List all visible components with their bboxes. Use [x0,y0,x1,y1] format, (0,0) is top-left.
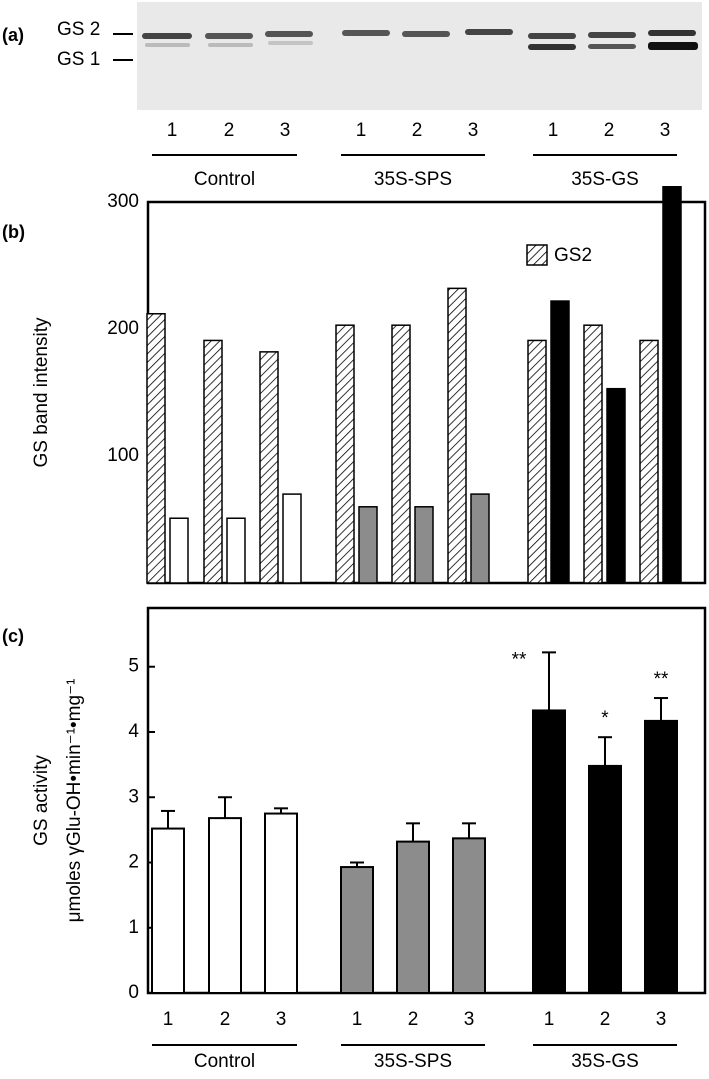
bar [644,719,678,994]
y-axis-label: μmoles γGlu-OH•min⁻¹•mg⁻¹ [64,679,85,923]
bar [335,324,355,584]
y-tick-label: 100 [107,445,139,466]
group-label: 35S-GS [571,1051,639,1072]
y-tick-label: 1 [128,917,139,938]
lane-label: 3 [660,120,671,141]
group-label: Control [194,169,255,190]
bar [151,827,185,994]
bar [550,300,570,584]
panel-label: (b) [2,222,25,242]
y-axis-label: GS activity [31,755,52,846]
bar [447,287,467,584]
group-label: 35S-SPS [374,1051,452,1072]
y-tick-label: 200 [107,318,139,339]
bar [527,339,547,584]
bar [391,324,411,584]
annotation: ** [512,649,527,670]
lane-label: 1 [167,120,178,141]
legend-swatch [526,244,548,266]
y-tick-label: 4 [128,721,139,742]
x-tick-label: 3 [464,1009,475,1030]
bar [259,351,279,584]
group-label: 35S-GS [571,169,639,190]
annotation: * [601,708,609,729]
band-label: GS 2 [57,19,100,40]
x-tick-label: 1 [163,1009,174,1030]
bar [588,764,622,995]
x-tick-label: 1 [544,1009,555,1030]
bar [340,866,374,995]
band-label: GS 1 [57,49,100,70]
bar [662,186,682,584]
y-tick-label: 2 [128,852,139,873]
x-tick-label: 2 [220,1009,231,1030]
bar [358,506,378,584]
panel-label: (c) [2,626,24,646]
y-axis-label: GS band intensity [31,317,52,467]
gel-bands [142,29,698,50]
bar [452,837,486,995]
bar [470,493,490,584]
bar [282,493,302,584]
x-tick-label: 2 [408,1009,419,1030]
bar [226,517,246,584]
lane-label: 2 [224,120,235,141]
bar [203,339,223,584]
bar [532,709,566,994]
y-tick-label: 300 [107,191,139,212]
bar [583,324,603,584]
lane-label: 2 [412,120,423,141]
x-tick-label: 3 [656,1009,667,1030]
gel-image [137,2,702,110]
bar [264,812,298,994]
lane-label: 3 [468,120,479,141]
legend-label: GS2 [554,245,592,266]
annotation: ** [654,669,669,690]
group-label: 35S-SPS [374,169,452,190]
bar [146,313,166,584]
bar [414,506,434,584]
bar [606,387,626,584]
lane-label: 1 [356,120,367,141]
charts: 1 2 3 1 2 3 1 2 3 Control 35S-SPS 35S-GS 100 200 300 (b… [2,120,707,1072]
bar [208,817,242,995]
bar [169,517,189,584]
y-tick-label: 3 [128,786,139,807]
x-tick-label: 3 [276,1009,287,1030]
lane-label: 3 [280,120,291,141]
group-label: Control [194,1051,255,1072]
lane-label: 1 [548,120,559,141]
lane-label: 2 [604,120,615,141]
panel-label: (a) [2,25,24,45]
bar [639,339,659,584]
x-tick-label: 2 [600,1009,611,1030]
y-tick-label: 5 [128,656,139,677]
x-tick-label: 1 [352,1009,363,1030]
bar [396,840,430,994]
y-tick-label: 0 [128,982,139,1003]
